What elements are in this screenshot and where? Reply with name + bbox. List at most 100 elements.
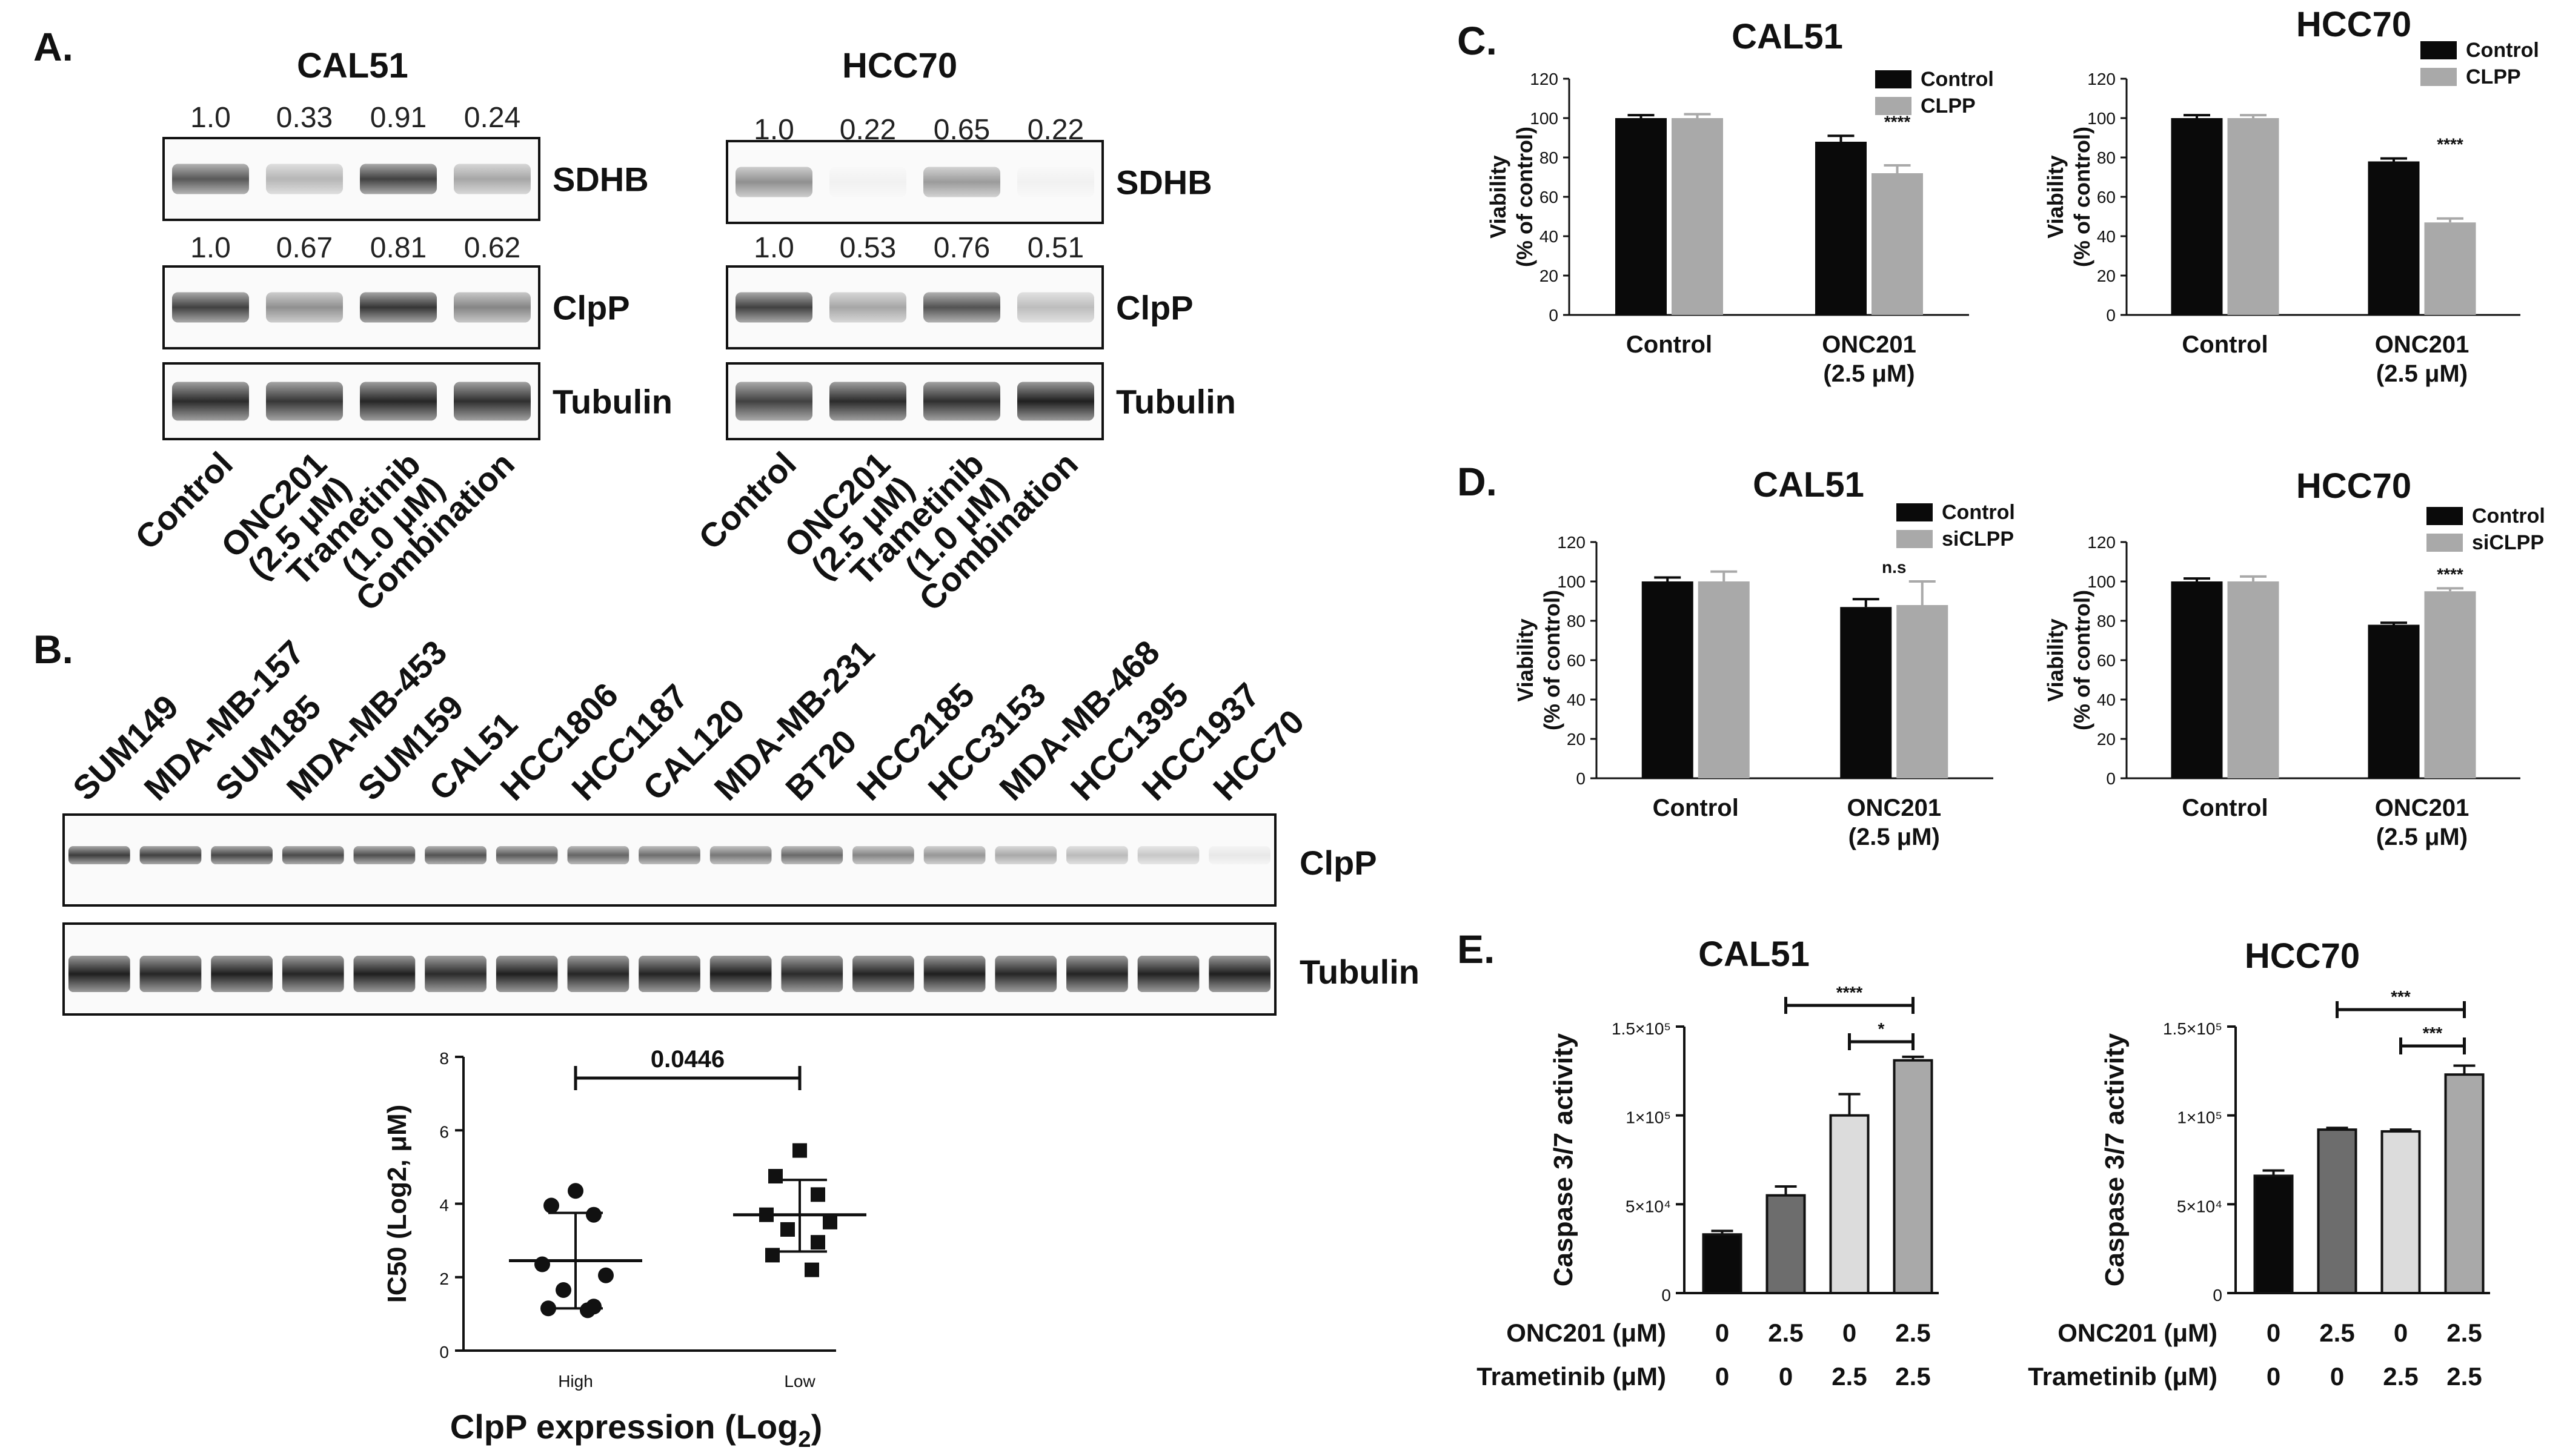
significance-label: **** — [1884, 112, 1911, 131]
y-tick-label: 40 — [2097, 227, 2116, 246]
band-sheen — [266, 382, 343, 421]
bar-control — [2368, 624, 2420, 778]
blot-row-label: SDHB — [553, 160, 649, 199]
band-sheen — [139, 956, 202, 992]
quant-value: 0.81 — [370, 232, 427, 264]
y-tick-label: 0 — [1661, 1286, 1671, 1305]
x-tick-label: Control — [1653, 795, 1739, 821]
data-point-low — [792, 1143, 807, 1158]
y-tick-label: 1×10⁵ — [1626, 1108, 1671, 1127]
data-point-low — [780, 1222, 795, 1237]
y-tick-label: 1.5×10⁵ — [1612, 1019, 1671, 1038]
caspase-bar — [1893, 1059, 1933, 1294]
y-tick-label: 100 — [2087, 109, 2116, 128]
band-sheen — [923, 846, 986, 864]
chart-title: CAL51 — [1732, 17, 1843, 56]
band-sheen — [425, 846, 487, 864]
band-sheen — [139, 846, 202, 864]
band-sheen — [639, 846, 700, 864]
panel-label-b: B. — [33, 627, 73, 672]
band-sheen — [1017, 167, 1094, 197]
band-sheen — [172, 164, 249, 194]
y-tick-label: 0 — [1576, 769, 1586, 788]
caspase-bar — [2317, 1128, 2357, 1294]
significance-label: * — [1878, 1019, 1885, 1038]
y-label-group: Viability (% of control) — [1513, 590, 1564, 730]
data-point-high — [568, 1183, 583, 1199]
y-tick-label: 0 — [439, 1343, 449, 1362]
legend-swatch — [1875, 97, 1911, 115]
quant-value: 1.0 — [190, 232, 231, 264]
band-sheen — [1209, 956, 1270, 992]
panel-label-a: A. — [33, 24, 73, 69]
panel-a-blots: CAL51 SDHB 1.0 0.33 0.91 0.24 ClpP 1.0 0.67 0.81 0… — [128, 46, 1236, 618]
dose-value: 0 — [1715, 1362, 1729, 1391]
caspase-bar — [1702, 1233, 1742, 1294]
x-tick-label-dose: (2.5 μM) — [1823, 360, 1915, 387]
y-axis-label-2: (% of control) — [2070, 590, 2094, 730]
bar-clpp — [2424, 222, 2476, 315]
y-axis-label: Viability — [2043, 618, 2068, 701]
band-sheen — [496, 956, 558, 992]
band-sheen — [1137, 956, 1200, 992]
y-label-group: Viability (% of control) — [2043, 127, 2094, 267]
y-tick-label: 120 — [2087, 533, 2116, 552]
y-tick-label: 60 — [2097, 651, 2116, 670]
band-sheen — [454, 164, 531, 194]
band-sheen — [781, 956, 843, 992]
legend-label: Control — [1942, 501, 2015, 524]
band-sheen — [360, 382, 437, 421]
legend-swatch — [2426, 507, 2463, 525]
x-axis-label: ClpP expression (Log2) — [450, 1408, 822, 1452]
data-point-high — [580, 1302, 596, 1319]
x-tick-label: ONC201 — [1847, 795, 1941, 821]
dose-row-label: ONC201 (μM) — [2058, 1319, 2217, 1347]
y-label-group: Caspase 3/7 activity — [1549, 1033, 1578, 1286]
band-sheen — [1066, 956, 1128, 992]
band-sheen — [639, 956, 700, 992]
x-axis-label-sub: 2 — [798, 1427, 811, 1452]
y-tick-label: 6 — [439, 1122, 449, 1141]
legend-label: Control — [2466, 39, 2539, 62]
y-tick-label: 80 — [2097, 612, 2116, 630]
chart-title: HCC70 — [2245, 936, 2360, 976]
legend-swatch — [1896, 503, 1933, 521]
band-sheen — [923, 956, 986, 992]
legend-swatch — [2420, 41, 2457, 59]
y-tick-label: 80 — [1539, 148, 1558, 167]
y-axis-label: Viability — [2043, 155, 2068, 238]
significance-label: *** — [2391, 987, 2411, 1006]
y-tick-label: 1×10⁵ — [2177, 1108, 2222, 1127]
caspase-bar — [2444, 1073, 2485, 1294]
quant-value: 0.33 — [276, 102, 333, 134]
chart-title: HCC70 — [2296, 466, 2411, 506]
legend-swatch — [2426, 534, 2463, 552]
chart-title: CAL51 — [1698, 935, 1810, 974]
legend-swatch — [2420, 68, 2457, 86]
band-sheen — [852, 956, 914, 992]
y-tick-label: 2 — [439, 1269, 449, 1288]
bar-siclpp — [1698, 581, 1750, 778]
band-sheen — [266, 164, 343, 194]
panel-b-blots: ClpPTubulinSUM149MDA-MB-157SUM185MDA-MB-… — [62, 633, 1420, 1016]
y-tick-label: 100 — [2087, 572, 2116, 591]
band-sheen — [995, 956, 1057, 992]
band-sheen — [852, 846, 914, 864]
band-sheen — [353, 956, 416, 992]
x-tick-label: ONC201 — [2375, 795, 2469, 821]
bar-control — [2171, 581, 2223, 778]
band-sheen — [923, 167, 1000, 197]
blot-row-label-b: ClpP — [1300, 844, 1377, 882]
data-point-low — [765, 1248, 780, 1263]
panel-label-d: D. — [1457, 459, 1497, 504]
x-axis-label-main: ClpP expression (Log — [450, 1408, 799, 1446]
bar-control — [1840, 607, 1892, 778]
y-label-group: IC50 (Log2, μM) — [382, 1105, 412, 1303]
x-tick-label: Control — [2182, 331, 2268, 358]
bar-clpp — [1672, 118, 1723, 315]
dose-value: 2.5 — [1895, 1319, 1930, 1347]
x-tick-label: ONC201 — [2375, 331, 2469, 358]
dose-value: 0 — [1842, 1319, 1856, 1347]
band-sheen — [496, 846, 558, 864]
blot-row-label: ClpP — [553, 289, 630, 327]
